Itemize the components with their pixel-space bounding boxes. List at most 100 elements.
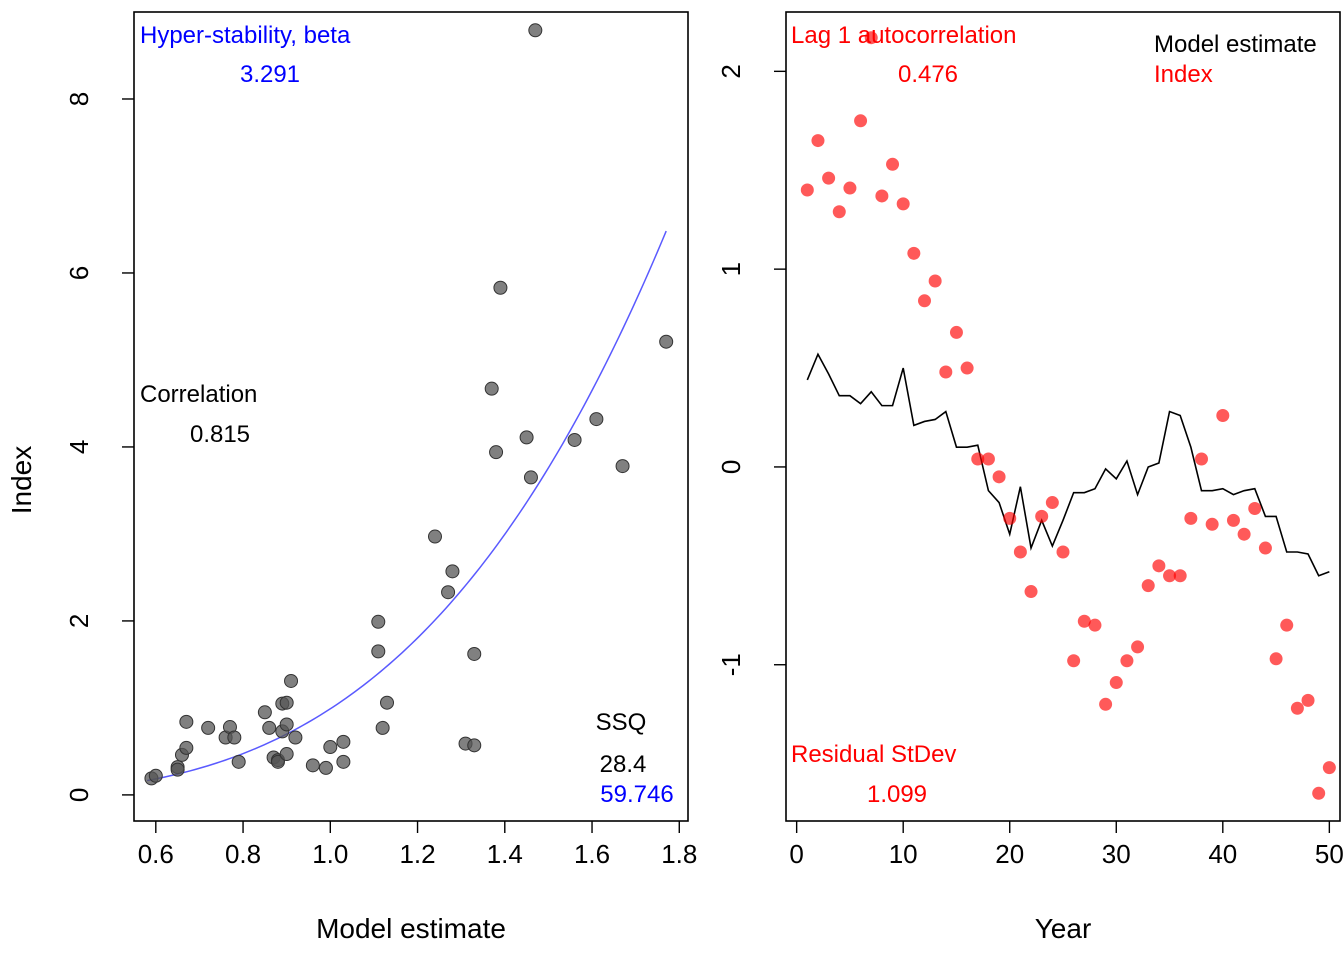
x-tick-label: 0.6 bbox=[138, 839, 174, 869]
scatter-point bbox=[288, 730, 303, 745]
scatter-point bbox=[380, 695, 395, 710]
index-point bbox=[1163, 569, 1177, 583]
scatter-point bbox=[270, 754, 285, 769]
index-point bbox=[1099, 697, 1113, 711]
x-tick-label: 1.6 bbox=[574, 839, 610, 869]
scatter-point bbox=[227, 730, 242, 745]
x-axis-title-right: Year bbox=[1035, 913, 1092, 944]
scatter-point bbox=[148, 768, 163, 783]
index-point bbox=[886, 157, 900, 171]
scatter-point bbox=[467, 738, 482, 753]
correlation-label: Correlation bbox=[140, 381, 257, 408]
index-point bbox=[1056, 545, 1070, 559]
scatter-point bbox=[375, 720, 390, 735]
y-tick-label: 8 bbox=[64, 92, 94, 106]
scatter-point bbox=[170, 762, 185, 777]
index-point bbox=[1269, 652, 1283, 666]
left-x-axis: 0.6 0.8 1.0 1.2 1.4 1.6 1.8 bbox=[138, 821, 697, 869]
index-point bbox=[875, 189, 889, 203]
index-point bbox=[939, 365, 953, 379]
x-tick-label: 30 bbox=[1102, 839, 1131, 869]
right-y-axis: -1 0 1 2 bbox=[716, 64, 786, 676]
correlation-value: 0.815 bbox=[190, 421, 250, 448]
y-tick-label: 6 bbox=[64, 266, 94, 280]
left-plot-frame bbox=[133, 11, 689, 822]
scatter-point bbox=[318, 760, 333, 775]
index-point bbox=[1173, 569, 1187, 583]
scatter-point bbox=[427, 529, 442, 544]
scatter-point bbox=[201, 720, 216, 735]
index-point bbox=[1003, 511, 1017, 525]
ssq-value-blue: 59.746 bbox=[600, 781, 673, 808]
left-panel: 0.6 0.8 1.0 1.2 1.4 1.6 1.8 0 2 4 6 8 Model estima… bbox=[6, 11, 697, 944]
y-tick-label: 0 bbox=[716, 460, 746, 474]
power-curve-line bbox=[146, 230, 667, 782]
index-point bbox=[854, 114, 868, 128]
right-panel: 0 10 20 30 40 50 -1 0 1 2 Year Lag 1 autocorrela… bbox=[716, 11, 1344, 944]
index-point bbox=[811, 134, 825, 148]
index-point bbox=[928, 274, 942, 288]
scatter-point bbox=[589, 412, 604, 427]
model-estimate-line bbox=[806, 352, 1330, 577]
index-point bbox=[1248, 501, 1262, 515]
right-x-axis: 0 10 20 30 40 50 bbox=[789, 821, 1344, 869]
x-tick-label: 10 bbox=[889, 839, 918, 869]
scatter-point bbox=[257, 705, 272, 720]
stdev-label: Residual StDev bbox=[791, 741, 956, 768]
scatter-point bbox=[493, 280, 508, 295]
index-point bbox=[1290, 701, 1304, 715]
x-tick-label: 0.8 bbox=[225, 839, 261, 869]
y-axis-title-left: Index bbox=[6, 446, 37, 515]
scatter-point bbox=[336, 734, 351, 749]
y-tick-label: -1 bbox=[716, 653, 746, 676]
scatter-point bbox=[279, 747, 294, 762]
beta-value: 3.291 bbox=[240, 61, 300, 88]
ssq-label: SSQ bbox=[596, 709, 647, 736]
index-point bbox=[918, 294, 931, 308]
legend-index: Index bbox=[1154, 61, 1213, 88]
index-point bbox=[1195, 452, 1208, 466]
scatter-point bbox=[615, 459, 630, 474]
index-point bbox=[1258, 541, 1272, 555]
scatter-point bbox=[528, 23, 543, 38]
left-y-axis: 0 2 4 6 8 bbox=[64, 92, 134, 802]
scatter-point bbox=[279, 695, 294, 710]
scatter-point bbox=[567, 432, 582, 447]
y-tick-label: 4 bbox=[64, 440, 94, 454]
index-point bbox=[1184, 511, 1198, 525]
index-point bbox=[1226, 513, 1240, 527]
index-point bbox=[949, 325, 963, 339]
index-point bbox=[1322, 761, 1336, 775]
y-tick-label: 2 bbox=[64, 614, 94, 628]
index-point bbox=[1120, 654, 1134, 668]
scatter-point bbox=[489, 445, 504, 460]
right-plot-frame bbox=[785, 11, 1341, 822]
stdev-value: 1.099 bbox=[867, 781, 927, 808]
index-point bbox=[1216, 409, 1230, 423]
scatter-point bbox=[262, 720, 277, 735]
x-tick-label: 1.4 bbox=[487, 839, 523, 869]
index-point bbox=[864, 31, 878, 45]
index-point bbox=[800, 183, 814, 197]
scatter-point bbox=[179, 740, 194, 755]
index-point bbox=[1312, 786, 1326, 800]
scatter-point bbox=[519, 430, 534, 445]
scatter-point bbox=[305, 758, 320, 773]
index-point bbox=[907, 246, 921, 260]
x-tick-label: 1.2 bbox=[399, 839, 435, 869]
index-point bbox=[1205, 517, 1219, 531]
index-point bbox=[1301, 693, 1315, 707]
x-tick-label: 1.8 bbox=[661, 839, 697, 869]
y-tick-label: 1 bbox=[716, 262, 746, 276]
index-points bbox=[800, 31, 1336, 800]
index-point bbox=[1067, 654, 1081, 668]
x-tick-label: 0 bbox=[789, 839, 803, 869]
scatter-point bbox=[467, 646, 482, 661]
index-point bbox=[981, 452, 995, 466]
index-point bbox=[1152, 559, 1166, 573]
index-point bbox=[1045, 496, 1059, 510]
scatter-point bbox=[441, 585, 456, 600]
scatter-point bbox=[231, 754, 246, 769]
index-point bbox=[1077, 614, 1091, 628]
